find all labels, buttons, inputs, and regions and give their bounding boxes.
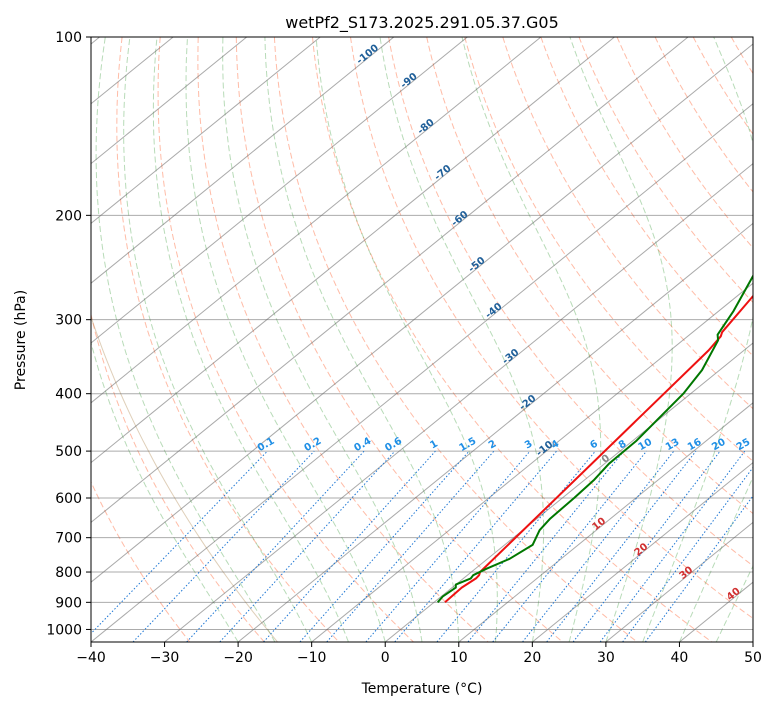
mixing-ratio-line <box>263 450 436 642</box>
isotherm-line <box>458 402 753 642</box>
plot-frame <box>90 36 754 643</box>
mixing-ratio-label: 4 <box>550 438 562 451</box>
isotherm-line <box>384 342 753 642</box>
isotherm-line <box>91 37 321 225</box>
x-tick-label: −10 <box>297 650 327 666</box>
x-tick-label: 40 <box>671 650 689 666</box>
x-axis-ticks: −40 −30 −20 −10 0 10 20 30 40 50 <box>76 642 762 666</box>
moist-adiabat <box>715 564 753 642</box>
isotherm-line <box>91 37 468 344</box>
moist-adiabat <box>222 37 423 642</box>
moist-adiabat <box>91 340 239 642</box>
isotherm-line <box>91 103 753 642</box>
x-tick-label: −40 <box>76 650 106 666</box>
dry-adiabat <box>157 37 414 642</box>
x-tick-label: −30 <box>150 650 180 666</box>
isotherm-line <box>91 37 248 165</box>
dry-adiabat <box>350 37 753 619</box>
mixing-ratio-line <box>644 495 753 642</box>
x-tick-label: 10 <box>450 650 468 666</box>
isotherm-line <box>164 162 753 642</box>
isotherm-line <box>532 461 753 642</box>
dry-adiabat <box>388 37 753 567</box>
moist-adiabat <box>461 37 602 642</box>
y-tick-label: 900 <box>55 595 82 611</box>
mixing-ratio-line <box>599 450 746 642</box>
mixing-ratio-line <box>572 450 721 642</box>
dewpoint-line <box>436 273 753 603</box>
x-tick-label: 0 <box>381 650 390 666</box>
isotherm-line <box>752 641 753 642</box>
y-axis-ticks: 100 200 300 400 500 600 700 800 900 1000 <box>46 30 91 638</box>
dry-adiabat <box>769 37 775 642</box>
x-axis-label: Temperature (°C) <box>361 681 483 697</box>
faint-curve <box>0 37 77 642</box>
isotherm-line <box>237 222 753 642</box>
y-tick-label: 800 <box>55 565 82 581</box>
mixing-ratio-label: 3 <box>523 438 535 451</box>
moist-adiabat <box>315 37 498 642</box>
mixing-ratio-label: 8 <box>617 438 629 451</box>
isotherm-line <box>311 282 753 642</box>
moist-adiabat <box>95 37 276 642</box>
mixing-ratio-line <box>299 450 470 642</box>
moist-adiabat <box>752 640 753 642</box>
temperature-line <box>444 294 753 604</box>
background-lines <box>0 37 775 642</box>
dry-adiabat <box>464 37 753 462</box>
isotherm-line <box>91 37 542 404</box>
mixing-ratio-label: 6 <box>588 438 600 451</box>
plot-background <box>91 37 753 642</box>
y-tick-label: 100 <box>55 30 82 46</box>
mixing-ratio-line <box>91 450 268 635</box>
y-tick-label: 200 <box>55 208 82 224</box>
dry-adiabat <box>116 37 340 642</box>
mixing-ratio-line <box>186 450 365 642</box>
isotherm-line <box>91 37 395 284</box>
y-axis-label: Pressure (hPa) <box>13 290 29 390</box>
moist-adiabat <box>642 37 753 642</box>
isotherm-line <box>91 43 753 583</box>
dry-adiabat <box>273 37 638 642</box>
y-tick-label: 400 <box>55 387 82 403</box>
mixing-ratio-line <box>467 450 625 642</box>
faint-curve <box>91 315 278 642</box>
x-tick-label: 50 <box>744 650 762 666</box>
dry-adiabat <box>91 312 265 642</box>
mixing-ratio-label: 1 <box>428 438 440 451</box>
dry-adiabat <box>312 37 713 642</box>
x-tick-label: −20 <box>223 650 253 666</box>
chart-title: wetPf2_S173.2025.291.05.37.G05 <box>285 13 559 33</box>
isotherm-line <box>91 37 689 524</box>
moist-adiabat <box>152 37 349 642</box>
mixing-ratio-line <box>522 450 675 642</box>
moist-adiabat <box>678 475 753 642</box>
y-tick-label: 300 <box>55 313 82 329</box>
moist-adiabat <box>569 37 673 642</box>
mixing-ratio-line <box>436 450 596 642</box>
mixing-ratio-line <box>492 450 647 642</box>
mixing-ratio-line <box>622 466 753 642</box>
dry-adiabat <box>197 37 489 642</box>
x-tick-label: 30 <box>597 650 615 666</box>
moist-adiabat <box>379 37 545 642</box>
isotherm-line <box>91 37 615 464</box>
y-tick-label: 700 <box>55 531 82 547</box>
sounding-series <box>436 273 753 604</box>
dry-adiabat <box>578 37 753 304</box>
mixing-ratio-line <box>219 450 396 642</box>
x-tick-label: 20 <box>523 650 541 666</box>
moist-adiabat <box>185 37 386 642</box>
mixing-ratio-label: 2 <box>487 438 499 451</box>
y-tick-label: 1000 <box>46 622 82 638</box>
dry-adiabat <box>235 37 563 642</box>
moist-adiabat <box>264 37 460 642</box>
mixing-ratio-line <box>326 450 495 642</box>
y-tick-label: 500 <box>55 444 82 460</box>
dry-adiabat <box>540 37 753 357</box>
mixing-ratio-label: 30 <box>755 437 773 454</box>
isotherm-line <box>605 521 753 642</box>
y-tick-label: 600 <box>55 491 82 507</box>
